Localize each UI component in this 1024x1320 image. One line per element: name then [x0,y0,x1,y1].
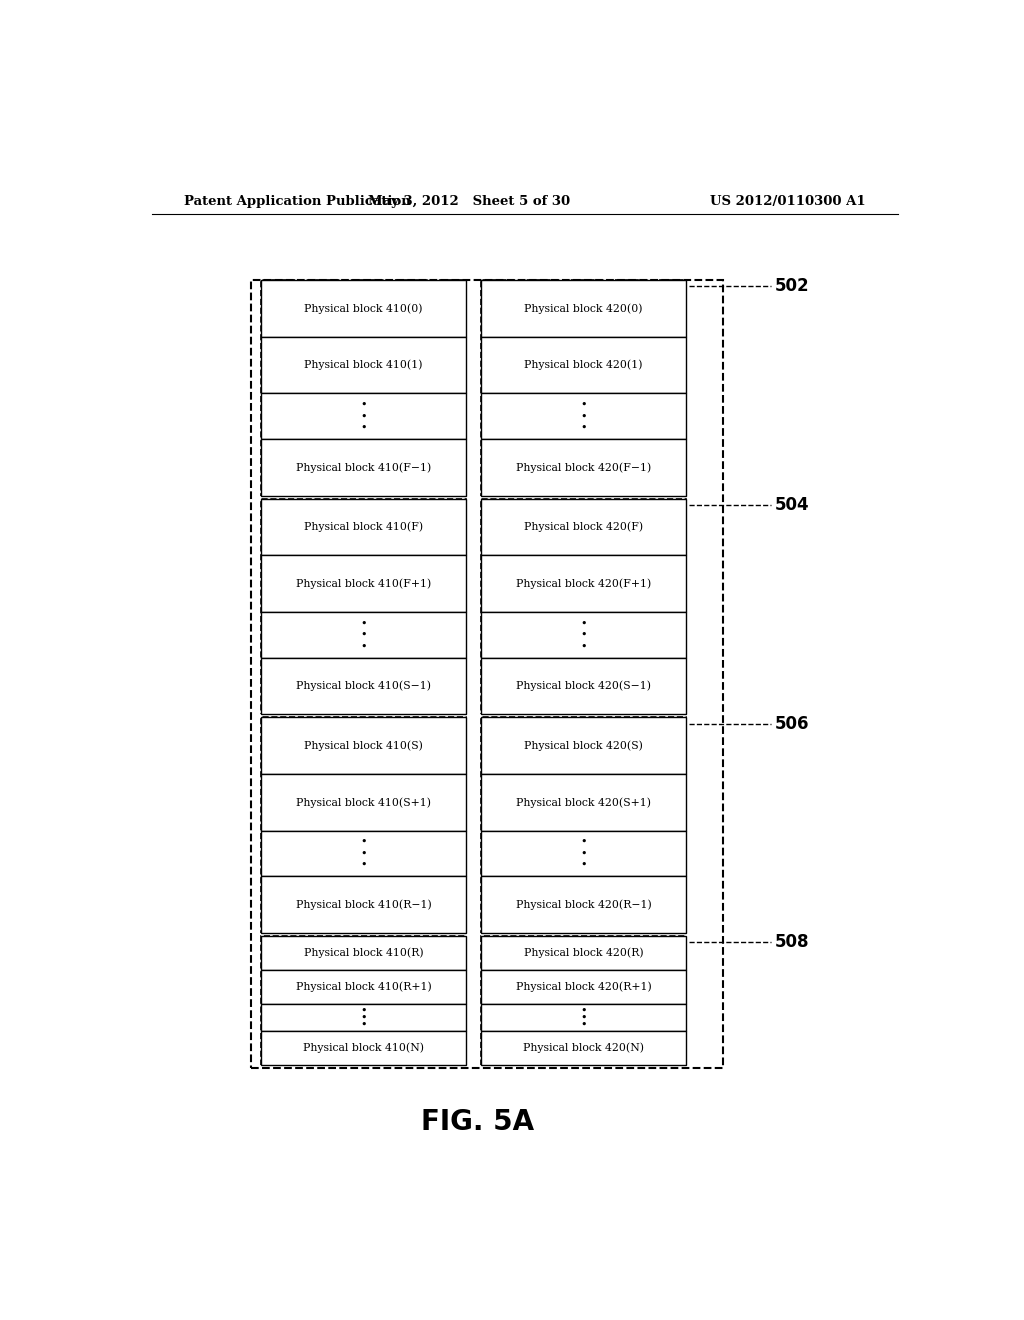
Text: Physical block 420(R+1): Physical block 420(R+1) [516,982,651,993]
Bar [481,718,686,774]
Text: Physical block 420(F+1): Physical block 420(F+1) [516,578,651,589]
Text: Physical block 410(F): Physical block 410(F) [304,521,423,532]
Text: •: • [360,642,367,651]
Text: 504: 504 [775,496,809,513]
Text: •: • [581,1019,587,1030]
Text: Physical block 420(F): Physical block 420(F) [524,521,643,532]
Text: Physical block 420(N): Physical block 420(N) [523,1043,644,1053]
Bar [481,657,686,714]
Text: May 3, 2012   Sheet 5 of 30: May 3, 2012 Sheet 5 of 30 [369,194,570,207]
Bar [261,556,466,612]
Bar [261,718,466,933]
Bar [261,1003,466,1031]
Text: Physical block 420(1): Physical block 420(1) [524,360,643,371]
Bar [261,280,466,337]
Bar [481,830,686,876]
Text: •: • [581,412,587,421]
Text: •: • [360,1006,367,1015]
Bar [261,830,466,876]
Bar [481,499,686,556]
Bar [481,612,686,657]
Text: •: • [360,859,367,870]
Text: Physical block 420(R−1): Physical block 420(R−1) [516,899,651,909]
Text: •: • [360,630,367,640]
Bar [481,876,686,933]
Text: Physical block 410(1): Physical block 410(1) [304,360,423,371]
Text: Patent Application Publication: Patent Application Publication [183,194,411,207]
Bar [261,393,466,440]
Bar [481,1031,686,1065]
Text: Physical block 420(0): Physical block 420(0) [524,304,643,314]
Text: •: • [581,630,587,640]
Bar [481,936,686,970]
Bar [261,499,466,556]
Bar [261,936,466,1065]
Text: Physical block 410(S): Physical block 410(S) [304,741,423,751]
Bar [481,337,686,393]
Text: Physical block 420(R): Physical block 420(R) [523,948,643,958]
Text: Physical block 410(F+1): Physical block 410(F+1) [296,578,431,589]
Bar [261,970,466,1003]
Text: 508: 508 [775,933,809,950]
Text: •: • [581,400,587,411]
Bar [261,612,466,657]
Text: Physical block 420(S+1): Physical block 420(S+1) [516,797,651,808]
Text: Physical block 410(S+1): Physical block 410(S+1) [296,797,431,808]
Bar [261,718,466,774]
Bar [261,936,466,970]
Bar [261,1031,466,1065]
Text: Physical block 410(F−1): Physical block 410(F−1) [296,462,431,473]
Text: US 2012/0110300 A1: US 2012/0110300 A1 [711,194,866,207]
Bar [251,280,723,1068]
Bar [261,280,466,496]
Text: •: • [360,837,367,847]
Text: •: • [581,837,587,847]
Text: •: • [360,849,367,858]
Text: Physical block 410(S−1): Physical block 410(S−1) [296,681,431,692]
Bar [481,774,686,830]
Bar [481,440,686,496]
Text: •: • [581,642,587,651]
Bar [261,337,466,393]
Text: •: • [581,1006,587,1015]
Bar [261,499,466,714]
Text: Physical block 420(F−1): Physical block 420(F−1) [516,462,651,473]
Text: •: • [581,619,587,628]
Text: Physical block 420(S): Physical block 420(S) [524,741,643,751]
Bar [261,774,466,830]
Text: •: • [360,1019,367,1030]
Text: •: • [360,619,367,628]
Bar [481,970,686,1003]
Text: •: • [581,422,587,433]
Text: Physical block 410(R+1): Physical block 410(R+1) [296,982,431,993]
Text: Physical block 410(N): Physical block 410(N) [303,1043,424,1053]
Text: Physical block 410(R−1): Physical block 410(R−1) [296,899,431,909]
Text: •: • [360,1012,367,1023]
Text: FIG. 5A: FIG. 5A [421,1107,534,1137]
Bar [481,1003,686,1031]
Text: 506: 506 [775,714,809,733]
Text: •: • [360,400,367,411]
Bar [481,499,686,714]
Text: •: • [360,412,367,421]
Text: Physical block 410(0): Physical block 410(0) [304,304,423,314]
Bar [481,280,686,496]
Bar [261,440,466,496]
Text: •: • [360,422,367,433]
Text: 502: 502 [775,277,809,296]
Bar [261,657,466,714]
Bar [481,556,686,612]
Text: Physical block 420(S−1): Physical block 420(S−1) [516,681,651,692]
Bar [261,876,466,933]
Bar [481,936,686,1065]
Bar [481,718,686,933]
Text: •: • [581,1012,587,1023]
Text: •: • [581,849,587,858]
Bar [481,280,686,337]
Text: •: • [581,859,587,870]
Bar [481,393,686,440]
Text: Physical block 410(R): Physical block 410(R) [304,948,424,958]
